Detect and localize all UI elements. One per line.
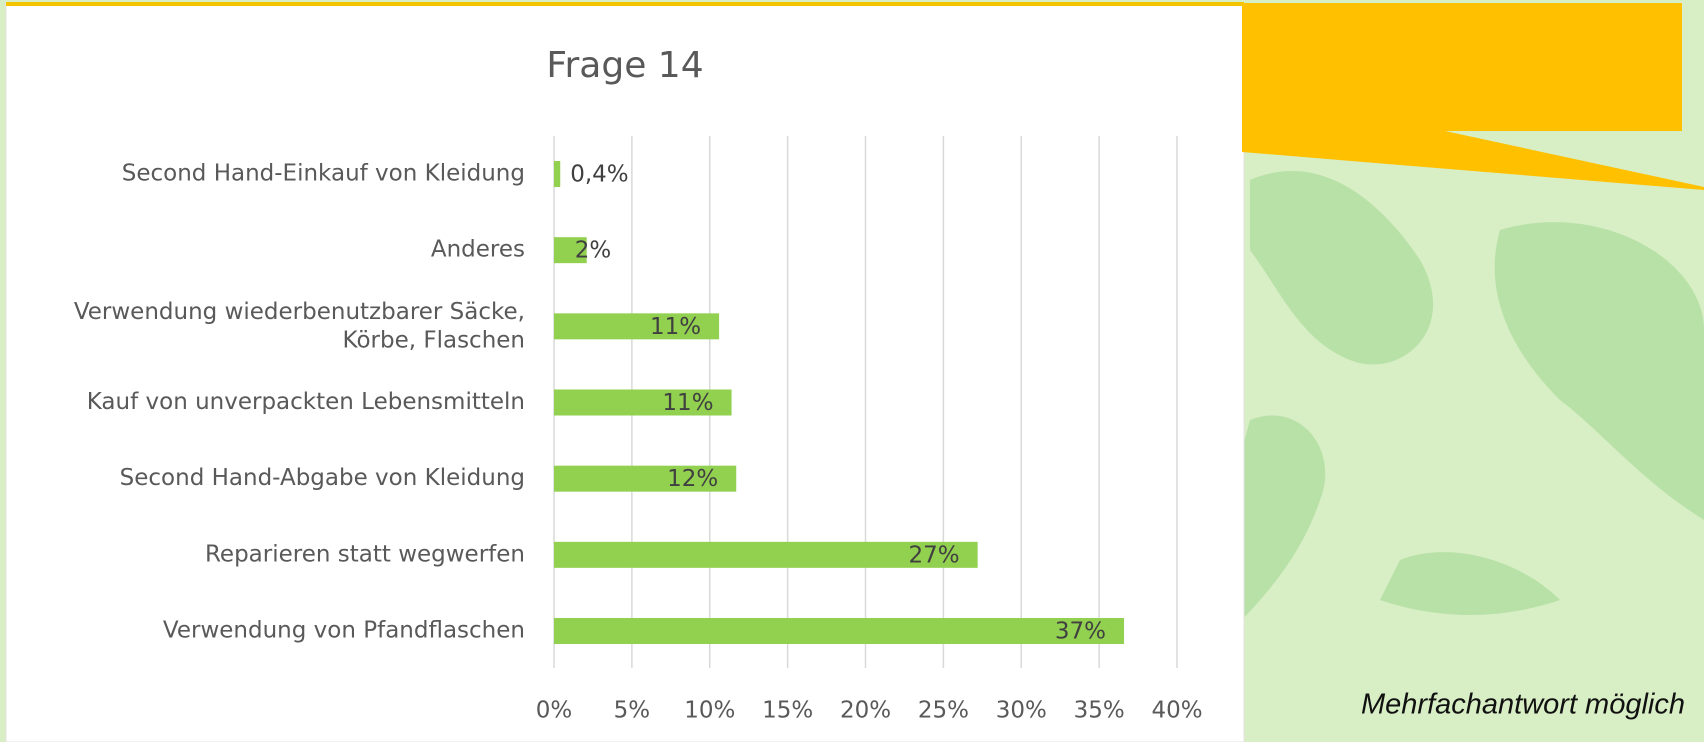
- x-tick-label: 35%: [1074, 698, 1125, 724]
- x-tick-label: 40%: [1151, 698, 1202, 724]
- value-label: 11%: [650, 314, 701, 340]
- y-tick-label: Second Hand-Einkauf von Kleidung: [122, 161, 525, 187]
- page: Frage 14 Mehrfachantwort möglich 0% 5% 10%…: [0, 0, 1704, 742]
- y-tick-label: Second Hand-Abgabe von Kleidung: [120, 465, 525, 491]
- y-tick-label: Anderes: [431, 237, 525, 263]
- x-tick-label: 15%: [762, 698, 813, 724]
- bar: [554, 161, 560, 187]
- slide: Frage 14 Mehrfachantwort möglich 0% 5% 10%…: [0, 0, 1704, 742]
- footnote: Mehrfachantwort möglich: [1361, 689, 1685, 721]
- x-tick-label: 30%: [996, 698, 1047, 724]
- x-tick-label: 0%: [536, 698, 573, 724]
- bar: [554, 618, 1124, 644]
- value-label: 27%: [909, 542, 960, 568]
- value-label: 37%: [1055, 619, 1106, 645]
- x-tick-label: 5%: [614, 698, 651, 724]
- value-label: 0,4%: [570, 162, 628, 188]
- y-tick-label: Reparieren statt wegwerfen: [205, 541, 525, 567]
- x-tick-label: 25%: [918, 698, 969, 724]
- chart-title: Frage 14: [546, 45, 703, 86]
- x-tick-label: 20%: [840, 698, 891, 724]
- y-tick-label: Kauf von unverpackten Lebensmitteln: [87, 389, 525, 415]
- value-label: 2%: [575, 238, 612, 264]
- value-label: 11%: [662, 390, 713, 416]
- x-tick-label: 10%: [684, 698, 735, 724]
- y-tick-label: Verwendung von Pfandflaschen: [163, 618, 525, 644]
- value-label: 12%: [667, 466, 718, 492]
- panel-border: [6, 2, 1244, 6]
